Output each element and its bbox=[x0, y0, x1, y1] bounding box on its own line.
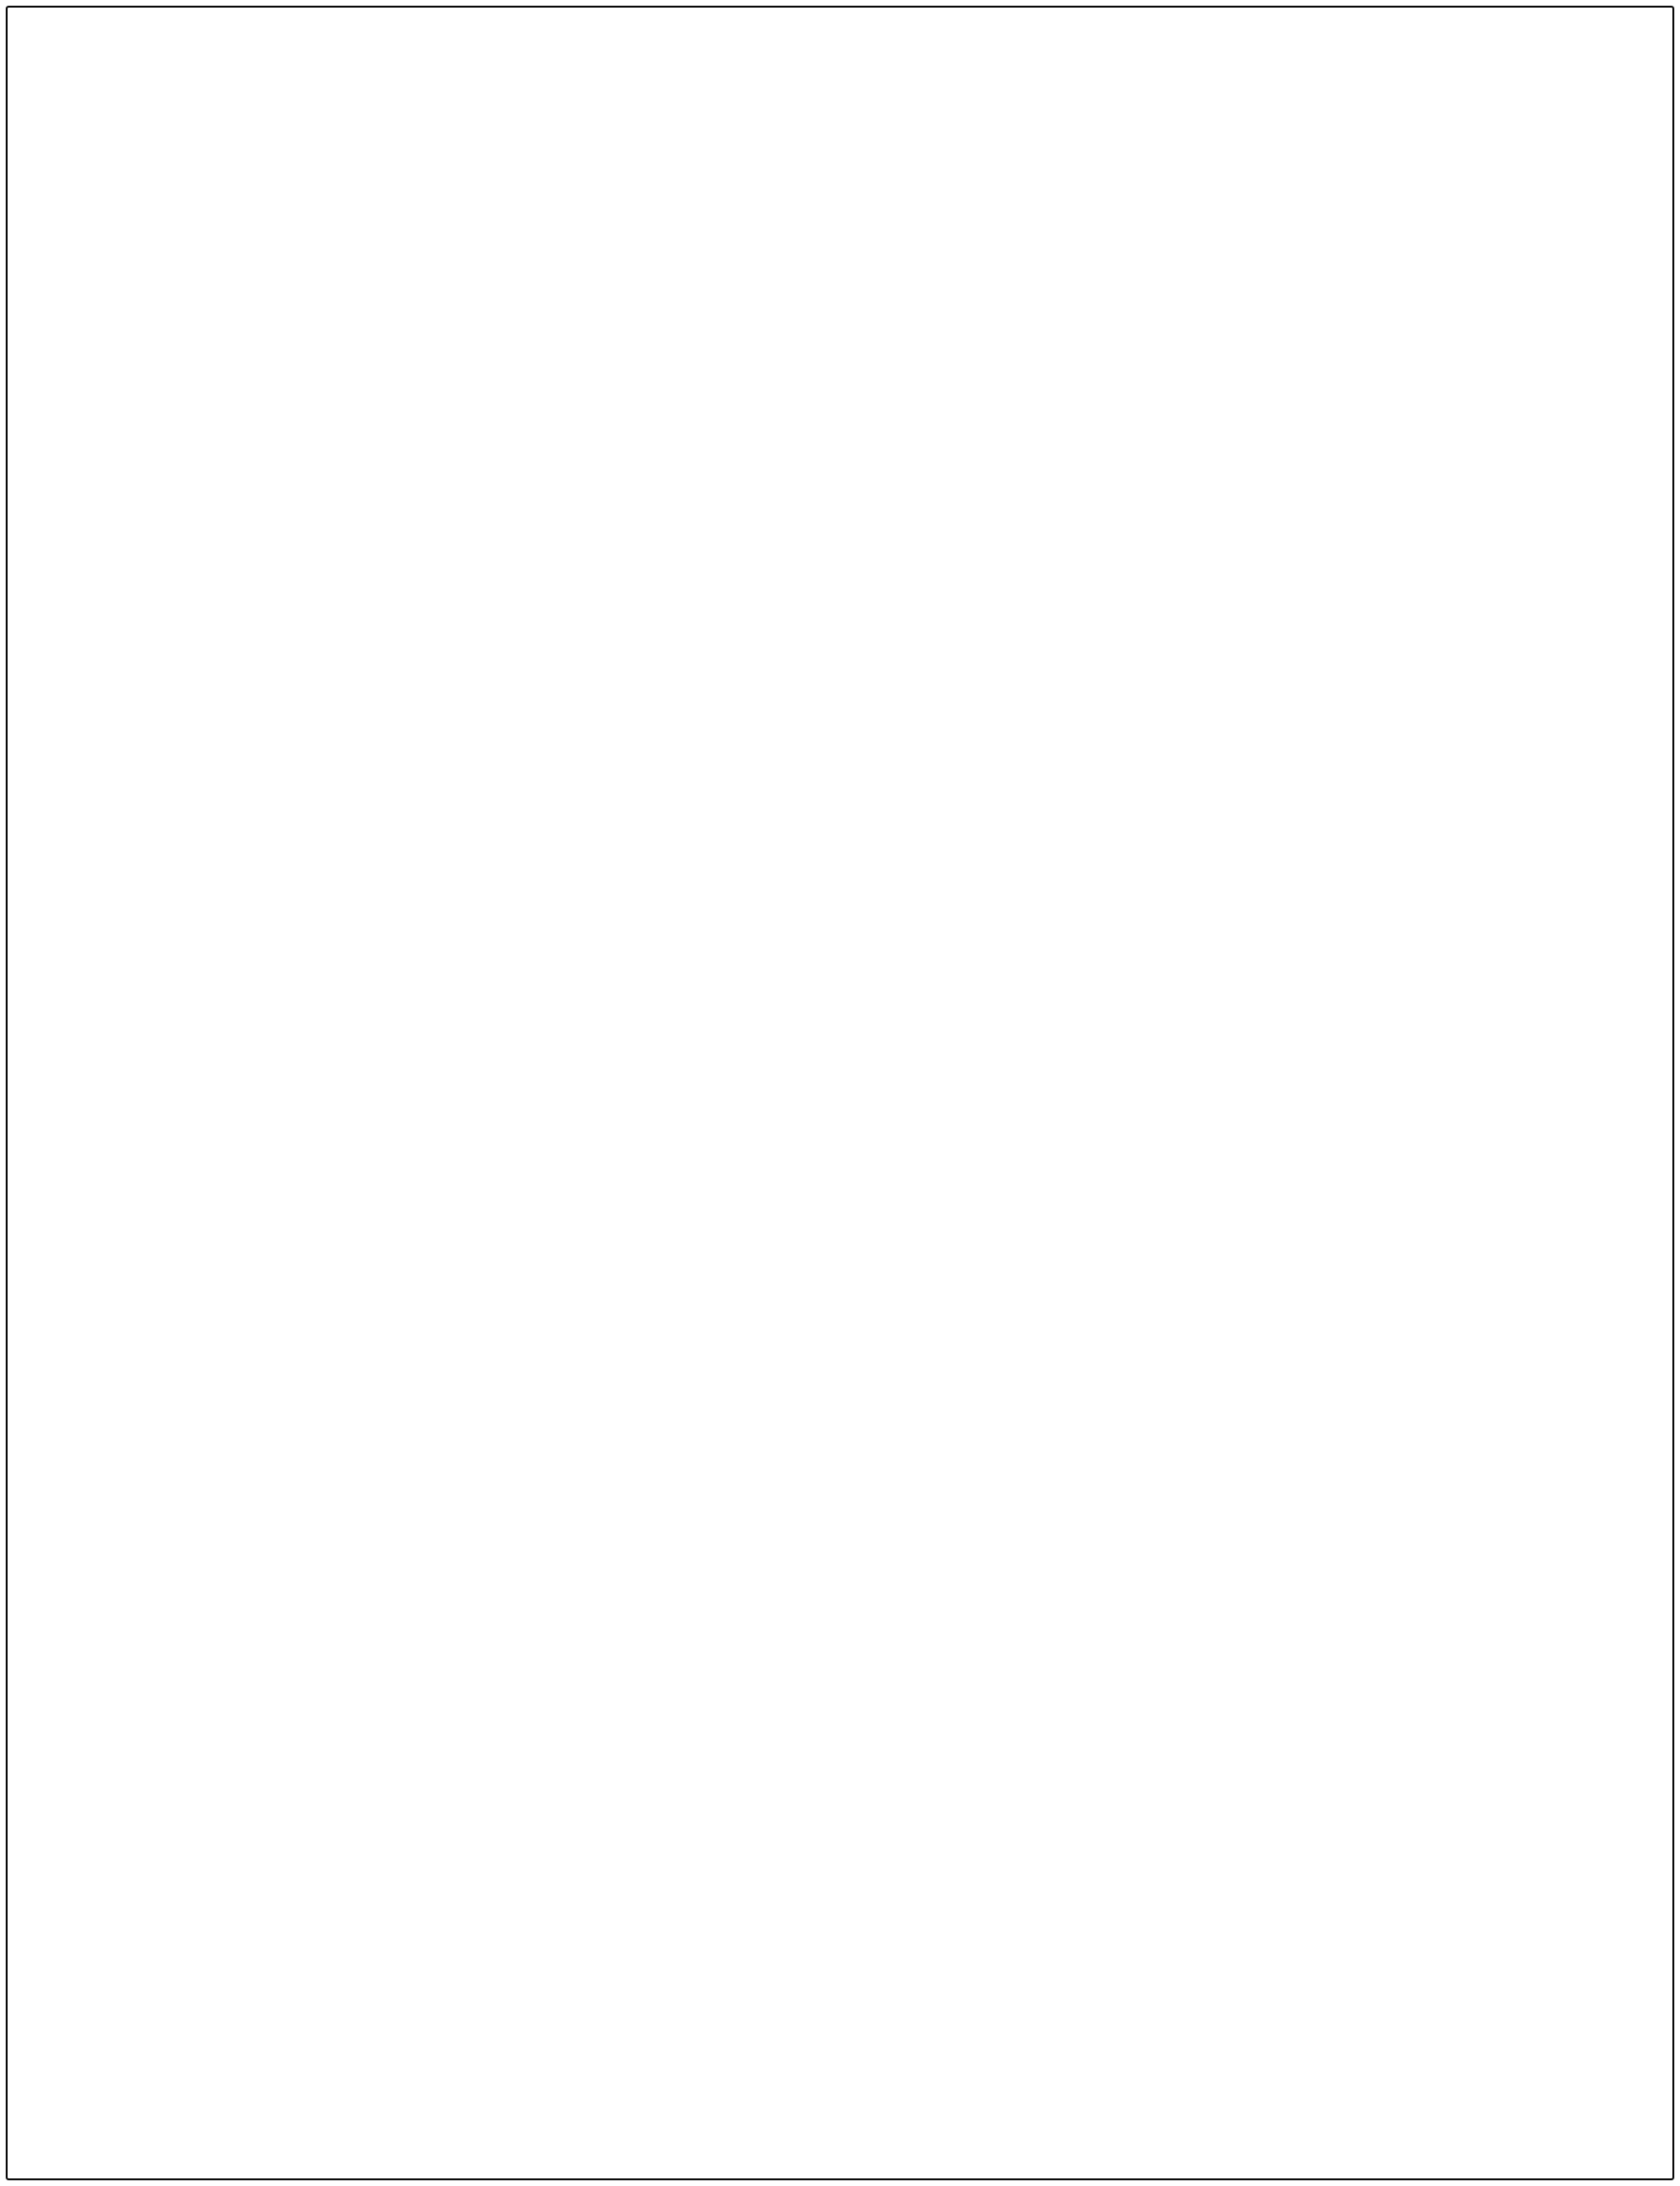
chart-cd4-il2-counts bbox=[862, 1269, 1130, 1672]
chart-cd4-tem-counts bbox=[315, 1269, 583, 1672]
chart-neutralization bbox=[42, 847, 342, 1255]
chart-elisa-igg bbox=[1173, 302, 1581, 834]
chart-cd8-tem-counts bbox=[315, 1683, 583, 2091]
panel-a-schematic bbox=[40, 27, 676, 275]
chart-il4-elispot bbox=[1350, 847, 1673, 1255]
chart-tnfa-elispot bbox=[689, 847, 1012, 1255]
chart-cd8-ifng-pct bbox=[589, 1683, 857, 2091]
chart-normalized-spike-mrna bbox=[665, 23, 1130, 277]
panel-d-schematic bbox=[38, 280, 1121, 839]
chart-il2-elispot bbox=[1020, 847, 1343, 1255]
chart-cd8-tnfa-pct bbox=[1136, 1683, 1404, 2091]
chart-cd4-il4-pct bbox=[1136, 1269, 1404, 1672]
chart-cd8-tem-pct bbox=[42, 1683, 310, 2091]
chart-cd4-il2-pct bbox=[589, 1269, 857, 1672]
chart-cd4-tem-pct bbox=[42, 1269, 310, 1672]
chart-cd8-tnfa-counts bbox=[1409, 1683, 1677, 2091]
chart-cd8-ifng-counts bbox=[862, 1683, 1130, 2091]
chart-ifng-elispot bbox=[359, 847, 682, 1255]
chart-spike-antigen bbox=[1125, 23, 1680, 277]
chart-cd4-il4-counts bbox=[1409, 1269, 1677, 1672]
